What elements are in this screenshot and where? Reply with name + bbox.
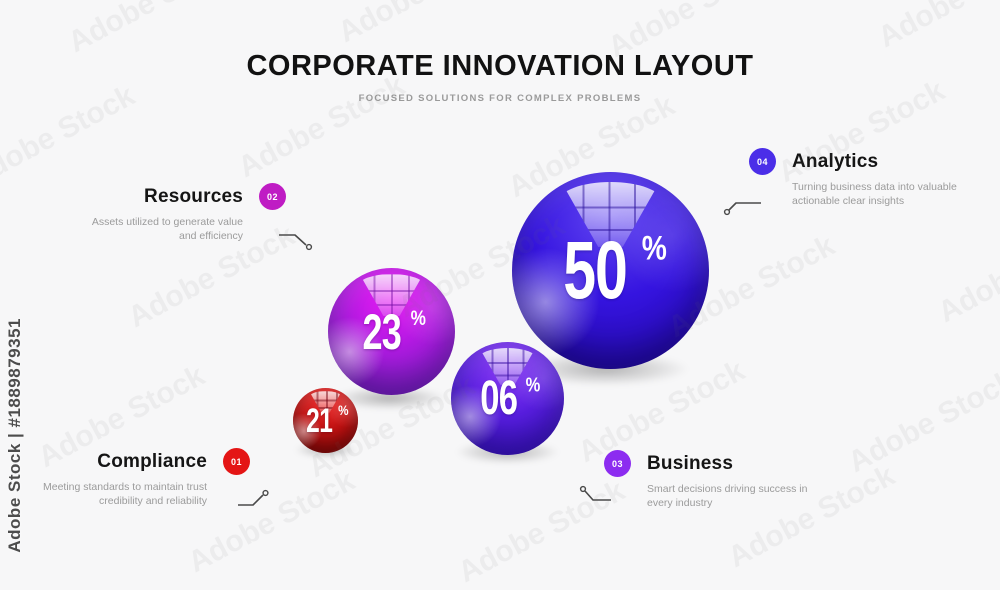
badge-02: 02 [259,183,286,210]
item-analytics-text: Analytics Turning business data into val… [792,148,957,208]
ball-06-percent: 06% [451,342,564,455]
item-resources: Resources Assets utilized to generate va… [92,183,286,243]
item-business-text: Business Smart decisions driving success… [647,450,807,510]
item-compliance-title: Compliance [97,451,207,472]
ball-21-value: 21% [306,401,349,440]
diagonal-watermark: Adobe Stock [842,363,1000,480]
ball-21-percent: 21% [293,388,358,453]
ball-06-value: 06% [479,371,541,425]
ball-50-value: 50% [563,224,668,316]
connector-line-compliance [238,489,269,506]
item-analytics: 04 Analytics Turning business data into … [749,148,957,208]
diagonal-watermark: Adobe Stock [333,0,511,50]
badge-04: 04 [749,148,776,175]
ball-23-percent: 23% [328,268,455,395]
page-title: CORPORATE INNOVATION LAYOUT [246,50,754,82]
item-business: 03 Business Smart decisions driving succ… [604,450,807,510]
diagonal-watermark: Adobe Stock [873,0,1000,55]
connector-line-resources [279,234,313,251]
item-compliance-text: Compliance Meeting standards to maintain… [43,448,207,508]
item-resources-description: Assets utilized to generate value and eff… [91,216,243,243]
item-compliance: Compliance Meeting standards to maintain… [43,448,250,508]
badge-01: 01 [223,448,250,475]
diagonal-watermark: Adobe Stock [932,214,1000,330]
item-compliance-description: Meeting standards to maintain trust credi… [42,481,207,508]
item-analytics-title: Analytics [792,151,879,172]
connector-line-analytics [723,202,761,216]
infographic-canvas: CORPORATE INNOVATION LAYOUT FOCUSED SOLU… [0,0,1000,553]
ball-50-percent: 50% [512,172,709,369]
item-business-title: Business [647,453,734,474]
connector-line-business [579,485,611,501]
header: CORPORATE INNOVATION LAYOUT FOCUSED SOLU… [0,50,1000,104]
item-resources-text: Resources Assets utilized to generate va… [92,183,243,243]
badge-03: 03 [604,450,631,477]
page-subtitle: FOCUSED SOLUTIONS FOR COMPLEX PROBLEMS [358,93,642,104]
item-resources-title: Resources [144,186,243,207]
stock-id-watermark: Adobe Stock | #1889879351 [5,318,24,553]
item-business-description: Smart decisions driving success in every … [647,483,808,510]
item-analytics-description: Turning business data into valuable actio… [792,181,957,208]
ball-23-value: 23% [362,303,426,360]
